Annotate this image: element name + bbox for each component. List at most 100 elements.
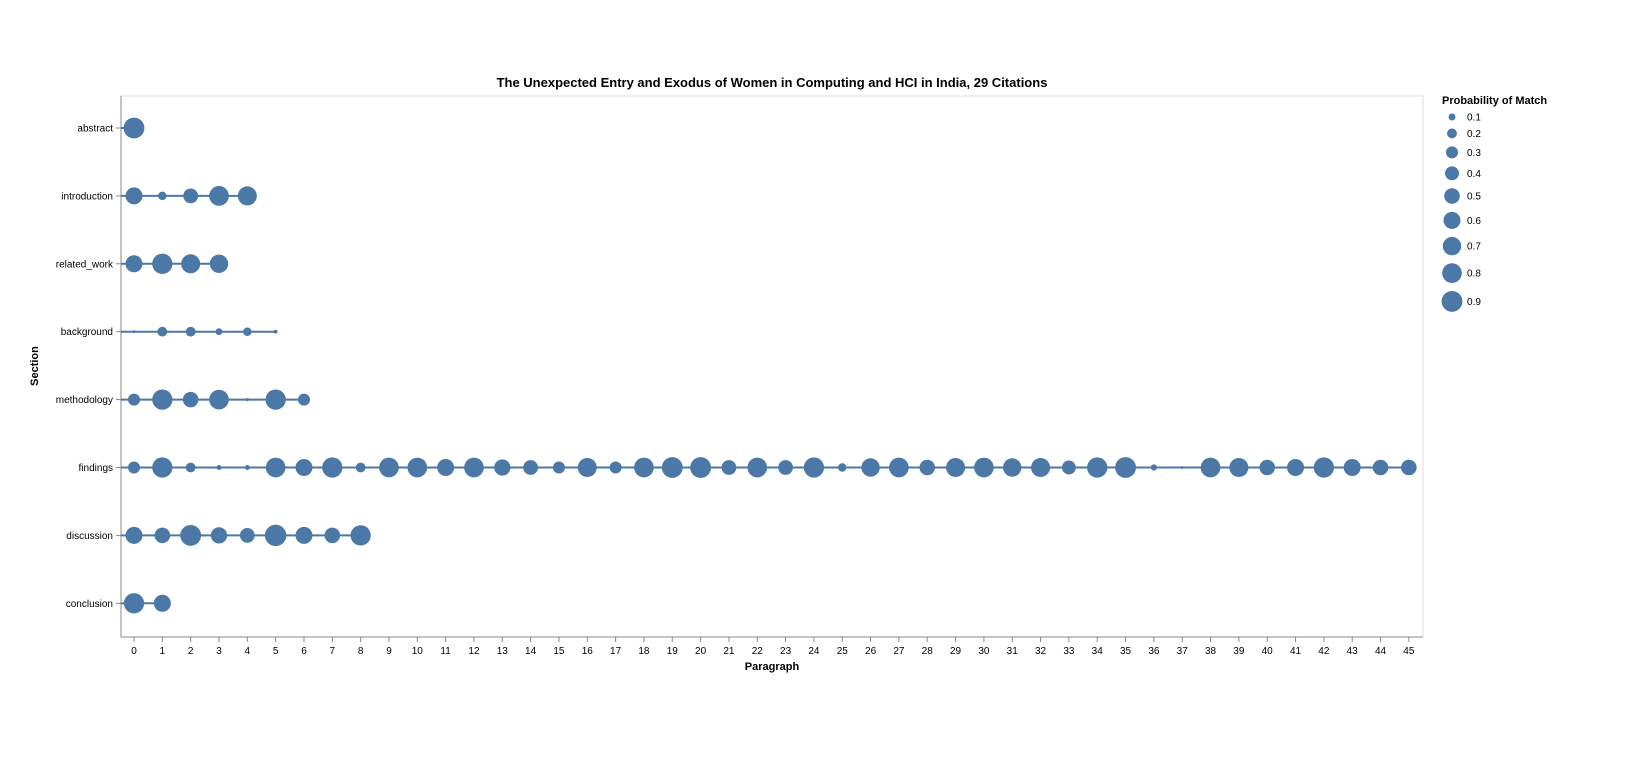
legend-symbol-0.5	[1444, 188, 1460, 204]
point-methodology-3	[209, 389, 229, 410]
point-findings-25	[837, 463, 847, 472]
plot-frame	[120, 95, 1424, 638]
x-tick-label-15: 15	[553, 646, 565, 657]
point-findings-8	[355, 462, 366, 473]
point-findings-38	[1200, 457, 1221, 478]
point-findings-6	[295, 458, 313, 477]
point-findings-15	[552, 461, 565, 474]
x-tick-label-5: 5	[273, 646, 279, 657]
point-methodology-5	[265, 389, 286, 410]
point-introduction-3	[209, 186, 229, 206]
point-conclusion-0	[123, 593, 145, 614]
point-findings-19	[661, 457, 683, 478]
data-points	[123, 117, 1417, 614]
x-tick-label-44: 44	[1375, 646, 1387, 657]
legend-label-0.3: 0.3	[1467, 148, 1481, 159]
x-tick-label-33: 33	[1063, 646, 1075, 657]
point-introduction-2	[183, 188, 199, 204]
legend-label-0.1: 0.1	[1467, 113, 1481, 124]
point-findings-27	[889, 457, 909, 478]
point-discussion-6	[295, 526, 313, 544]
point-discussion-3	[210, 527, 228, 544]
legend-symbol-0.3	[1445, 146, 1459, 159]
point-findings-41	[1287, 458, 1305, 477]
x-tick-label-31: 31	[1007, 646, 1019, 657]
point-findings-13	[494, 459, 511, 476]
x-tick-label-45: 45	[1403, 646, 1415, 657]
point-background-5	[273, 329, 278, 334]
y-tick-label-discussion: discussion	[66, 531, 113, 542]
point-findings-36	[1150, 464, 1157, 471]
legend-label-0.4: 0.4	[1467, 169, 1481, 180]
x-tick-label-0: 0	[131, 646, 137, 657]
point-findings-2	[185, 462, 196, 473]
point-findings-21	[721, 460, 737, 475]
legend-symbol-0.2	[1447, 128, 1457, 139]
x-tick-label-1: 1	[160, 646, 166, 657]
point-findings-40	[1259, 459, 1275, 476]
x-tick-label-23: 23	[780, 646, 792, 657]
series-lines	[121, 127, 1409, 605]
point-conclusion-1	[153, 594, 171, 612]
point-findings-29	[946, 457, 966, 478]
point-methodology-6	[297, 393, 311, 406]
point-findings-45	[1401, 459, 1417, 476]
x-tick-label-10: 10	[412, 646, 424, 657]
x-axis-ticks: 0 1 2 3 4 5 6 7 8 9 10 11 12 13 14 15 16 17 18 19 20 21 22 23 24…	[131, 637, 1415, 657]
point-findings-3	[216, 465, 222, 470]
x-tick-label-6: 6	[301, 646, 307, 657]
legend-symbol-0.8	[1442, 263, 1462, 283]
x-tick-label-21: 21	[723, 646, 735, 657]
legend-symbol-0.7	[1442, 236, 1462, 256]
point-findings-34	[1087, 457, 1108, 478]
legend-symbol-0.4	[1445, 166, 1459, 181]
point-findings-14	[523, 460, 538, 475]
x-tick-label-30: 30	[978, 646, 990, 657]
x-tick-label-3: 3	[216, 646, 222, 657]
x-tick-label-7: 7	[330, 646, 336, 657]
point-findings-0	[127, 461, 141, 474]
point-findings-11	[437, 458, 455, 477]
point-related_work-1	[152, 253, 173, 274]
point-methodology-4	[245, 398, 249, 402]
point-findings-10	[407, 457, 428, 478]
y-tick-label-findings: findings	[79, 463, 113, 474]
y-tick-label-background: background	[61, 327, 113, 338]
point-introduction-4	[237, 186, 257, 206]
point-methodology-1	[152, 389, 173, 410]
x-tick-label-41: 41	[1290, 646, 1302, 657]
x-tick-label-18: 18	[638, 646, 650, 657]
point-findings-20	[690, 457, 712, 478]
x-axis-title: Paragraph	[745, 661, 800, 673]
point-findings-35	[1115, 457, 1136, 478]
legend-symbol-0.9	[1441, 290, 1463, 312]
x-tick-label-26: 26	[865, 646, 877, 657]
point-background-3	[215, 328, 223, 336]
x-tick-label-40: 40	[1262, 646, 1274, 657]
x-tick-label-25: 25	[837, 646, 849, 657]
y-axis-title: Section	[29, 346, 41, 386]
point-findings-43	[1343, 458, 1361, 477]
point-discussion-0	[125, 526, 143, 544]
point-findings-23	[778, 460, 793, 475]
point-discussion-8	[350, 525, 371, 546]
x-tick-label-29: 29	[950, 646, 962, 657]
y-tick-label-conclusion: conclusion	[66, 599, 113, 610]
y-tick-label-related_work: related_work	[56, 259, 114, 270]
x-tick-label-43: 43	[1347, 646, 1359, 657]
point-findings-37	[1180, 466, 1184, 469]
point-findings-42	[1313, 457, 1335, 478]
x-tick-label-24: 24	[808, 646, 820, 657]
x-tick-label-16: 16	[582, 646, 594, 657]
point-background-4	[243, 327, 252, 336]
point-findings-30	[974, 457, 994, 478]
y-axis-ticks: abstract introduction related_work backgrou…	[56, 124, 121, 610]
x-tick-label-22: 22	[752, 646, 764, 657]
point-findings-17	[609, 461, 622, 474]
point-findings-12	[464, 457, 484, 478]
y-tick-label-abstract: abstract	[77, 124, 113, 135]
chart-title: The Unexpected Entry and Exodus of Women…	[497, 75, 1048, 90]
point-background-1	[157, 326, 168, 337]
x-tick-label-36: 36	[1148, 646, 1160, 657]
point-discussion-4	[239, 528, 255, 543]
